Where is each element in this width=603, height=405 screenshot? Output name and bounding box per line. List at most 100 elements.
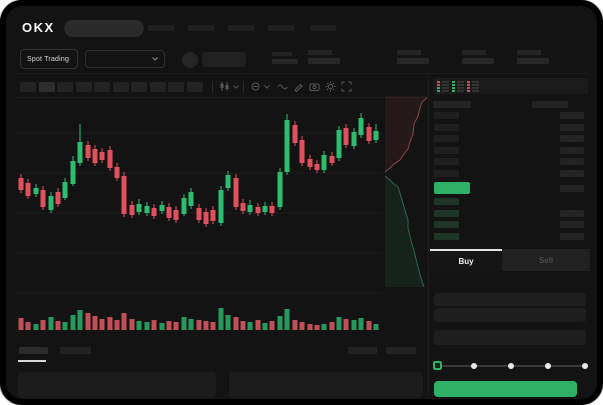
pair-icon — [182, 52, 198, 68]
orderbook-row[interactable] — [430, 231, 588, 243]
timeframe-button[interactable] — [112, 82, 129, 92]
placeholder-bar — [560, 158, 584, 166]
timeframe-button[interactable] — [149, 82, 166, 92]
placeholder-bar — [560, 146, 584, 154]
timeframe-button[interactable] — [75, 82, 92, 92]
orderbook-header-price — [433, 101, 471, 108]
divider — [14, 97, 428, 98]
wave-indicator-icon[interactable] — [277, 81, 288, 92]
orders-action-placeholder[interactable] — [386, 347, 416, 354]
market-type-select[interactable]: Spot Trading — [20, 49, 78, 69]
orderbook-row[interactable] — [430, 156, 588, 168]
tab-sell[interactable]: Sell — [502, 249, 590, 271]
orderbook-view-bids-icon[interactable] — [452, 80, 464, 92]
timeframe-button[interactable] — [20, 82, 36, 92]
placeholder-bar — [434, 169, 459, 177]
trade-tabs: Buy Sell — [430, 249, 590, 271]
orders-tab-active[interactable] — [19, 347, 48, 354]
total-field[interactable] — [434, 330, 586, 345]
nav-item-placeholder[interactable] — [268, 25, 294, 31]
candle-type-icon[interactable] — [219, 81, 230, 92]
placeholder-bar — [560, 169, 584, 177]
settings-icon[interactable] — [325, 81, 336, 92]
timeframe-button[interactable] — [186, 82, 203, 92]
placeholder-bar — [560, 135, 584, 143]
last-price-highlight — [434, 182, 470, 194]
indicator-select-icon[interactable] — [250, 81, 261, 92]
last-price-placeholder — [202, 52, 246, 67]
placeholder-bar — [434, 221, 459, 229]
nav-item-placeholder[interactable] — [188, 25, 214, 31]
placeholder-bar — [434, 209, 459, 217]
nav-item-placeholder[interactable] — [148, 25, 174, 31]
placeholder-bar — [434, 158, 459, 166]
placeholder-bar — [434, 112, 459, 120]
chevron-down-icon[interactable] — [233, 85, 239, 89]
orderbook-asks — [430, 110, 588, 179]
timeframe-button[interactable] — [94, 82, 110, 92]
fullscreen-icon[interactable] — [341, 81, 352, 92]
placeholder-bar — [560, 232, 584, 240]
buy-button[interactable] — [434, 381, 577, 397]
active-tab-underline — [18, 360, 46, 362]
stat-placeholder — [272, 52, 298, 64]
candlestick-chart — [15, 113, 382, 330]
placeholder-bar — [434, 135, 459, 143]
placeholder-bar — [560, 123, 584, 131]
orderbook-last-price-row[interactable] — [430, 181, 588, 195]
orderbook-row[interactable] — [430, 168, 588, 180]
draw-icon[interactable] — [293, 81, 304, 92]
placeholder-bar — [434, 146, 459, 154]
orderbook-row[interactable] — [430, 219, 588, 231]
chevron-down-icon — [152, 57, 158, 61]
amount-field[interactable] — [434, 308, 586, 322]
camera-icon[interactable] — [309, 81, 320, 92]
orderbook-row[interactable] — [430, 196, 588, 208]
nav-item-placeholder[interactable] — [228, 25, 254, 31]
timeframe-button[interactable] — [131, 82, 147, 92]
timeframe-button[interactable] — [38, 82, 55, 92]
orderbook-view-all-icon[interactable] — [437, 80, 449, 92]
divider — [243, 81, 244, 93]
price-field[interactable] — [434, 293, 586, 306]
placeholder-bar — [560, 184, 584, 192]
divider — [14, 73, 589, 74]
search-input[interactable] — [64, 20, 144, 37]
stat-placeholder — [308, 50, 340, 64]
slider-stop[interactable] — [471, 363, 477, 369]
orderbook-toolbar — [433, 78, 588, 94]
pair-select[interactable] — [85, 50, 165, 68]
tab-buy[interactable]: Buy — [430, 249, 502, 271]
amount-slider[interactable] — [432, 359, 588, 373]
slider-handle[interactable] — [432, 361, 442, 370]
orderbook-header-amount — [532, 101, 568, 108]
orderbook-row[interactable] — [430, 145, 588, 157]
okx-logo: OKX — [22, 20, 55, 35]
chevron-down-icon[interactable] — [264, 85, 270, 89]
placeholder-bar — [434, 123, 459, 131]
orderbook-view-asks-icon[interactable] — [467, 80, 479, 92]
timeframe-button[interactable] — [57, 82, 73, 92]
orderbook-row[interactable] — [430, 122, 588, 134]
stat-placeholder — [517, 50, 549, 64]
market-type-label: Spot Trading — [27, 55, 70, 63]
nav-item-placeholder[interactable] — [310, 25, 336, 31]
stat-placeholder — [397, 50, 429, 64]
slider-stop[interactable] — [508, 363, 514, 369]
orders-action-placeholder[interactable] — [348, 347, 377, 354]
placeholder-bar — [560, 209, 584, 217]
orders-tab[interactable] — [60, 347, 91, 354]
placeholder-bar — [560, 112, 584, 120]
slider-stop[interactable] — [582, 363, 588, 369]
slider-stop[interactable] — [545, 363, 551, 369]
orderbook-row[interactable] — [430, 133, 588, 145]
orderbook-row[interactable] — [430, 208, 588, 220]
orders-table-placeholder — [18, 372, 216, 398]
orderbook-bids — [430, 196, 588, 242]
placeholder-bar — [560, 221, 584, 229]
chevron-down-icon — [69, 58, 71, 60]
timeframe-button[interactable] — [168, 82, 184, 92]
placeholder-bar — [434, 198, 459, 206]
orderbook-row[interactable] — [430, 110, 588, 122]
